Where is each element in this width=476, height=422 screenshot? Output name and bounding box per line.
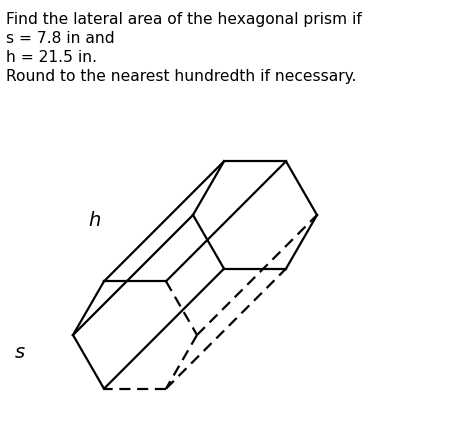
Text: h = 21.5 in.: h = 21.5 in.	[6, 50, 97, 65]
Text: Find the lateral area of the hexagonal prism if: Find the lateral area of the hexagonal p…	[6, 12, 361, 27]
Text: h: h	[89, 211, 101, 230]
Text: s: s	[15, 343, 25, 362]
Text: Round to the nearest hundredth if necessary.: Round to the nearest hundredth if necess…	[6, 69, 356, 84]
Text: s = 7.8 in and: s = 7.8 in and	[6, 31, 114, 46]
